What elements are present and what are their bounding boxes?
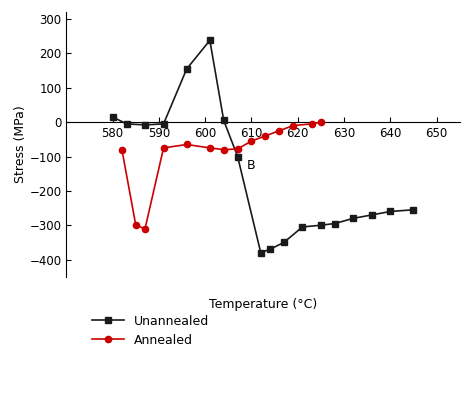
Annealed xyxy=(263,133,268,138)
Unannealed xyxy=(318,223,324,228)
Unannealed xyxy=(388,209,393,214)
Unannealed xyxy=(300,225,305,230)
Unannealed xyxy=(410,207,416,212)
Unannealed xyxy=(110,114,116,119)
Unannealed xyxy=(207,38,213,43)
Annealed xyxy=(276,128,282,133)
Unannealed xyxy=(124,121,129,126)
Unannealed xyxy=(161,121,166,126)
Unannealed xyxy=(221,118,227,123)
Annealed xyxy=(184,142,190,147)
Unannealed xyxy=(332,221,337,226)
Annealed xyxy=(235,147,240,151)
Annealed xyxy=(309,121,315,126)
Line: Unannealed: Unannealed xyxy=(109,37,417,256)
Unannealed xyxy=(281,240,287,245)
Legend: Unannealed, Annealed: Unannealed, Annealed xyxy=(92,315,209,347)
Unannealed xyxy=(267,247,273,252)
Annealed xyxy=(207,145,213,150)
Unannealed xyxy=(184,66,190,71)
Unannealed xyxy=(142,123,148,127)
Y-axis label: Stress (MPa): Stress (MPa) xyxy=(14,105,27,184)
Annealed xyxy=(221,147,227,152)
Annealed xyxy=(133,223,138,228)
Unannealed xyxy=(258,250,264,255)
Annealed xyxy=(318,120,324,125)
Annealed xyxy=(249,139,255,144)
Unannealed xyxy=(350,216,356,221)
Annealed xyxy=(119,147,125,152)
X-axis label: Temperature (°C): Temperature (°C) xyxy=(209,298,317,311)
Annealed xyxy=(290,123,296,128)
Annealed xyxy=(161,145,166,150)
Text: B: B xyxy=(247,159,255,172)
Unannealed xyxy=(235,154,240,159)
Annealed xyxy=(142,226,148,231)
Unannealed xyxy=(369,212,374,217)
Line: Annealed: Annealed xyxy=(119,119,324,232)
